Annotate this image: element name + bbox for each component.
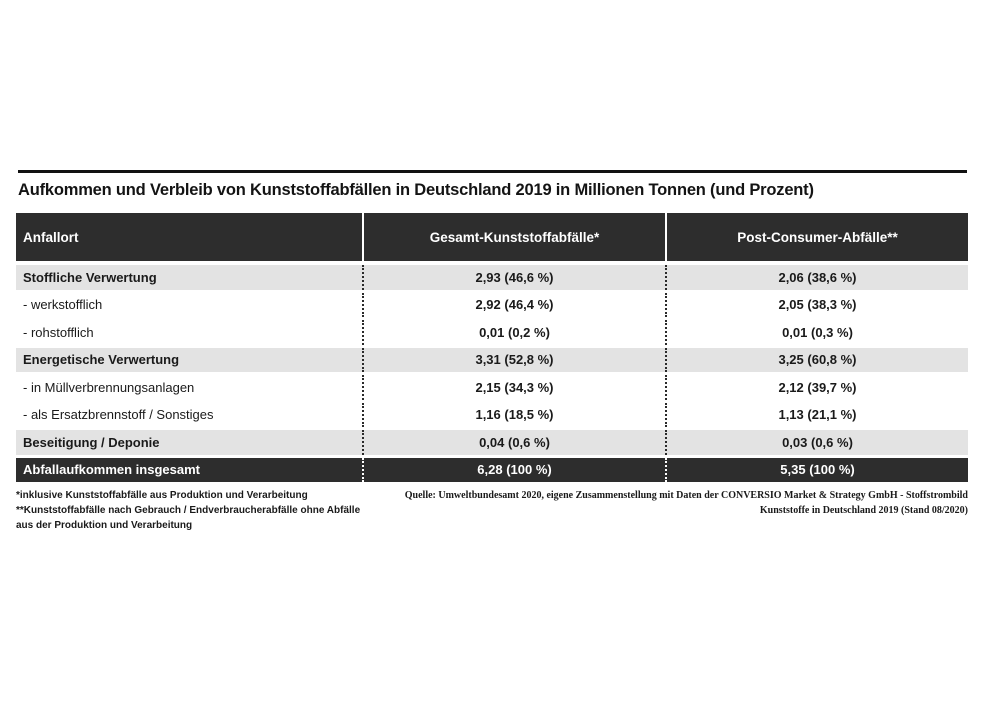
footnotes-area: *inklusive Kunststoffabfälle aus Produkt… bbox=[16, 488, 968, 533]
cell-post-consumer: 1,13 (21,1 %) bbox=[665, 402, 968, 427]
cell-post-consumer: 2,12 (39,7 %) bbox=[665, 375, 968, 400]
table-row-abfallaufkommen-insgesamt: Abfallaufkommen insgesamt 6,28 (100 %) 5… bbox=[16, 457, 968, 482]
footnotes-left: *inklusive Kunststoffabfälle aus Produkt… bbox=[16, 488, 368, 533]
table-row-werkstofflich: - werkstofflich 2,92 (46,4 %) 2,05 (38,3… bbox=[16, 292, 968, 317]
cell-gesamt: 2,93 (46,6 %) bbox=[362, 265, 665, 290]
cell-post-consumer: 3,25 (60,8 %) bbox=[665, 347, 968, 372]
waste-table: Anfallort Gesamt-Kunststoffabfälle* Post… bbox=[16, 213, 968, 485]
table-header-row: Anfallort Gesamt-Kunststoffabfälle* Post… bbox=[16, 213, 968, 261]
column-header-post-consumer-abfaelle: Post-Consumer-Abfälle** bbox=[665, 213, 968, 261]
cell-post-consumer: 0,01 (0,3 %) bbox=[665, 320, 968, 345]
top-divider-rule bbox=[18, 170, 967, 173]
table-row-muellverbrennungsanlagen: - in Müllverbrennungsanlagen 2,15 (34,3 … bbox=[16, 375, 968, 400]
page-title: Aufkommen und Verbleib von Kunststoffabf… bbox=[18, 181, 814, 199]
row-label: - in Müllverbrennungsanlagen bbox=[23, 379, 195, 395]
cell-post-consumer: 2,06 (38,6 %) bbox=[665, 265, 968, 290]
cell-gesamt: 3,31 (52,8 %) bbox=[362, 347, 665, 372]
table-row-beseitigung-deponie: Beseitigung / Deponie 0,04 (0,6 %) 0,03 … bbox=[16, 430, 968, 455]
cell-gesamt: 2,15 (34,3 %) bbox=[362, 375, 665, 400]
row-label: Stoffliche Verwertung bbox=[23, 269, 157, 285]
source-note: Quelle: Umweltbundesamt 2020, eigene Zus… bbox=[404, 490, 968, 516]
cell-gesamt: 0,04 (0,6 %) bbox=[362, 430, 665, 455]
row-label: - als Ersatzbrennstoff / Sonstiges bbox=[23, 407, 214, 423]
row-label: Energetische Verwertung bbox=[23, 352, 180, 368]
column-header-anfallort: Anfallort bbox=[23, 229, 79, 245]
table-row-rohstofflich: - rohstofflich 0,01 (0,2 %) 0,01 (0,3 %) bbox=[16, 320, 968, 345]
row-label: - rohstofflich bbox=[23, 324, 94, 340]
table-row-energetische-verwertung: Energetische Verwertung 3,31 (52,8 %) 3,… bbox=[16, 347, 968, 372]
cell-gesamt: 1,16 (18,5 %) bbox=[362, 402, 665, 427]
row-label: Beseitigung / Deponie bbox=[23, 434, 160, 450]
row-label: - werkstofflich bbox=[23, 297, 103, 313]
table-row-ersatzbrennstoff-sonstiges: - als Ersatzbrennstoff / Sonstiges 1,16 … bbox=[16, 402, 968, 427]
row-label: Abfallaufkommen insgesamt bbox=[23, 462, 200, 477]
table-row-stoffliche-verwertung: Stoffliche Verwertung 2,93 (46,6 %) 2,06… bbox=[16, 265, 968, 290]
cell-post-consumer: 2,05 (38,3 %) bbox=[665, 292, 968, 317]
cell-gesamt: 0,01 (0,2 %) bbox=[362, 320, 665, 345]
footnote-double-asterisk: **Kunststoffabfälle nach Gebrauch / Endv… bbox=[16, 505, 361, 531]
column-header-gesamt-kunststoffabfaelle: Gesamt-Kunststoffabfälle* bbox=[362, 213, 665, 261]
cell-gesamt: 6,28 (100 %) bbox=[362, 457, 665, 482]
cell-post-consumer: 5,35 (100 %) bbox=[665, 457, 968, 482]
cell-gesamt: 2,92 (46,4 %) bbox=[362, 292, 665, 317]
footnote-asterisk: *inklusive Kunststoffabfälle aus Produkt… bbox=[16, 490, 308, 501]
cell-post-consumer: 0,03 (0,6 %) bbox=[665, 430, 968, 455]
